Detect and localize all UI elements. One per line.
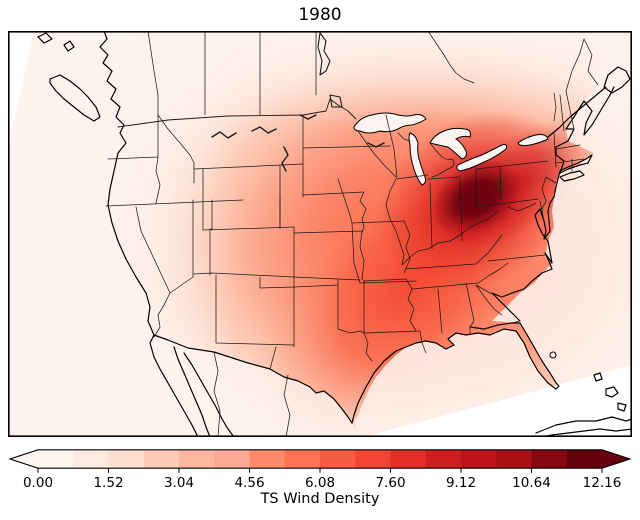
ky-tn-lines	[405, 234, 521, 334]
great-lakes	[353, 112, 557, 359]
bc-islands	[37, 32, 75, 52]
dakotas-ne-ks	[279, 145, 391, 281]
colorbar-segment	[355, 449, 391, 469]
pacific-ocean	[8, 31, 198, 437]
chart-title: 1980	[298, 5, 342, 25]
wa-or-ca-lines	[105, 114, 244, 207]
mexico-gulf-coast	[183, 352, 235, 437]
st-lawrence-river	[547, 86, 607, 138]
colorbar-segment	[143, 449, 180, 469]
vancouver-island	[49, 74, 101, 122]
ocean-masks	[8, 31, 632, 437]
mt-wy-lines	[193, 114, 304, 231]
no-data-wedges	[8, 31, 632, 437]
colorbar-segment	[214, 449, 250, 469]
nodata-wedge-topleft	[8, 31, 34, 149]
colorbar-tick-label: 12.16	[583, 475, 622, 491]
colorbar-over-arrow	[602, 449, 630, 469]
colorbar-segment	[566, 449, 603, 469]
colorbar-tick-label: 10.64	[512, 475, 551, 491]
canada-provinces	[147, 31, 475, 116]
nj-de-lines	[539, 176, 557, 222]
ohio-river	[401, 210, 499, 266]
colorbar-segment	[249, 449, 286, 469]
lake-winnipeg	[317, 32, 343, 108]
colorbar-tick-label: 1.52	[93, 475, 123, 491]
us-mexico-border	[153, 334, 353, 424]
colorbar-segment	[531, 449, 568, 469]
lake-superior	[353, 112, 427, 134]
map-area	[8, 31, 632, 437]
axes-frame	[8, 31, 632, 437]
colorbar-segment	[461, 449, 497, 469]
ok-tx-lines	[215, 274, 365, 370]
coastlines	[37, 31, 632, 437]
mn-ia-mo-lines	[337, 114, 417, 284]
long-island	[559, 170, 585, 182]
baja-california	[149, 334, 211, 437]
colorbar-tick-label: 0.00	[23, 475, 53, 491]
atlantic-ocean	[492, 31, 632, 387]
us-density-map	[8, 31, 632, 437]
gulf-atlantic-coast	[351, 322, 560, 424]
colorbar-segment	[73, 449, 109, 469]
colorbar-tick-label: 7.60	[375, 475, 405, 491]
colorbar-segment	[390, 449, 427, 469]
pacific-coast	[99, 31, 155, 336]
michigan-mitten	[429, 142, 455, 178]
colorbar-tick-label: 6.08	[305, 475, 335, 491]
lake-ontario	[517, 134, 549, 147]
state-borders	[105, 31, 599, 437]
colorbar-area: 0.00 1.52 3.04 4.56 6.08 7.60 9.12 10.64 12.16	[8, 449, 632, 491]
tx-la-ar-lines	[363, 278, 427, 362]
colorbar-label: TS Wind Density	[260, 491, 380, 507]
gulf-of-mexico	[354, 329, 559, 437]
colorbar-tick-label: 9.12	[446, 475, 476, 491]
lake-michigan	[408, 132, 427, 186]
ca-nv-az-lines	[135, 199, 194, 338]
colorbar-segment	[38, 449, 74, 469]
colorbar-segment	[496, 449, 532, 469]
colorbar: 0.00 1.52 3.04 4.56 6.08 7.60 9.12 10.64 12.16	[8, 449, 632, 491]
lake-huron	[429, 127, 471, 160]
colorbar-segment	[108, 449, 145, 469]
nodata-wedge-bottomright	[364, 365, 632, 437]
colorbar-segment	[425, 449, 462, 469]
colorbar-tick-label: 4.56	[234, 475, 264, 491]
wi-il-in-lines	[395, 132, 502, 250]
colorbar-segment	[284, 449, 321, 469]
gulf-of-california	[174, 347, 234, 437]
lake-erie	[456, 144, 507, 172]
colorbar-under-arrow	[10, 449, 38, 469]
plains-rivers	[211, 114, 385, 172]
new-england-lines	[553, 38, 599, 172]
ut-co-lines	[193, 199, 361, 281]
canada-border-49n	[117, 98, 357, 128]
lake-okeechobee	[549, 351, 557, 359]
colorbar-segment	[320, 449, 356, 469]
colorbar-segment	[179, 449, 215, 469]
pa-ny-md-lines	[475, 160, 549, 316]
mexico-states	[213, 351, 291, 437]
colorbar-tick-label: 3.04	[164, 475, 194, 491]
cuba	[535, 416, 632, 437]
bahamas	[593, 372, 627, 412]
